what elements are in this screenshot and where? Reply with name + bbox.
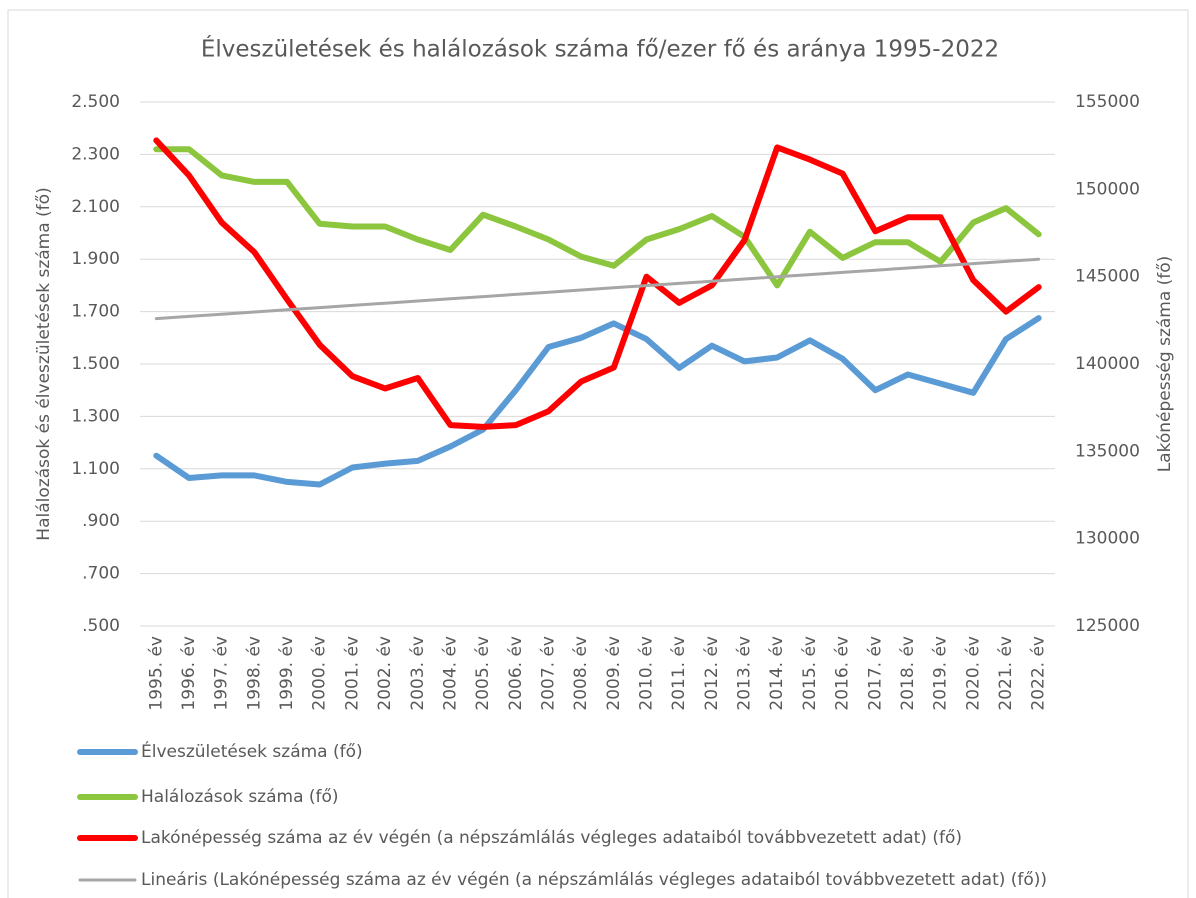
legend-label: Lineáris (Lakónépesség száma az év végén… (141, 870, 1047, 890)
series-line (153, 137, 1042, 430)
x-tick-label: 2019. év (931, 636, 951, 711)
chart-frame (7, 9, 1189, 898)
y-tick-label: 1.700 (71, 302, 120, 322)
y-axis-title: Halálozások és élveszületések száma (fő) (34, 187, 54, 540)
x-tick-label: 1998. év (244, 636, 264, 711)
x-tick-label: 2014. év (767, 636, 787, 711)
y2-tick-label: 125000 (1075, 616, 1140, 636)
x-tick-label: 2015. év (800, 636, 820, 711)
x-tick-label: 2008. év (571, 636, 591, 711)
y-tick-label: .900 (82, 511, 120, 531)
x-tick-label: 1997. év (212, 636, 232, 711)
y2-tick-label: 145000 (1075, 267, 1140, 287)
x-tick-label: 2004. év (440, 636, 460, 711)
y2-tick-label: 135000 (1075, 441, 1140, 461)
x-tick-label: 2005. év (473, 636, 493, 711)
x-tick-label: 2013. év (735, 636, 755, 711)
y-tick-label: .500 (82, 616, 120, 636)
x-tick-label: 2020. év (963, 636, 983, 711)
x-tick-label: 2016. év (833, 636, 853, 711)
x-tick-label: 2000. év (310, 636, 330, 711)
y-tick-label: 1.900 (71, 249, 120, 269)
y2-axis-title: Lakónépesség száma (fő) (1155, 256, 1175, 473)
x-tick-label: 1995. év (146, 636, 166, 711)
x-tick-label: 2006. év (506, 636, 526, 711)
x-tick-label: 2018. év (898, 636, 918, 711)
y-tick-label: 2.300 (71, 144, 120, 164)
series-line (154, 257, 1041, 321)
legend-label: Halálozások száma (fő) (141, 787, 339, 807)
y2-tick-label: 155000 (1075, 92, 1140, 112)
y-tick-label: 1.100 (71, 459, 120, 479)
y2-tick-label: 130000 (1075, 529, 1140, 549)
y-tick-label: 1.500 (71, 354, 120, 374)
x-tick-label: 2009. év (604, 636, 624, 711)
legend-label: Lakónépesség száma az év végén (a népszá… (141, 828, 962, 848)
series-line (153, 146, 1042, 289)
x-tick-label: 1999. év (277, 636, 297, 711)
x-tick-label: 2010. év (637, 636, 657, 711)
x-tick-label: 2007. év (538, 636, 558, 711)
x-tick-label: 2003. év (408, 636, 428, 711)
x-tick-label: 2012. év (702, 636, 722, 711)
x-tick-label: 2022. év (1029, 636, 1049, 711)
y-tick-label: .700 (82, 564, 120, 584)
y2-tick-label: 140000 (1075, 354, 1140, 374)
y-tick-label: 2.100 (71, 197, 120, 217)
y-tick-label: 2.500 (71, 92, 120, 112)
x-tick-label: 2021. év (996, 636, 1016, 711)
y2-tick-label: 150000 (1075, 179, 1140, 199)
chart-title: Élveszületések és halálozások száma fő/e… (201, 35, 999, 63)
y-tick-label: 1.300 (71, 406, 120, 426)
x-tick-label: 2017. év (865, 636, 885, 711)
x-tick-label: 1996. év (179, 636, 199, 711)
x-tick-label: 2011. év (669, 636, 689, 711)
legend-label: Élveszületések száma (fő) (141, 740, 363, 762)
x-tick-label: 2002. év (375, 636, 395, 711)
series-line (153, 315, 1042, 488)
x-tick-label: 2001. év (342, 636, 362, 711)
